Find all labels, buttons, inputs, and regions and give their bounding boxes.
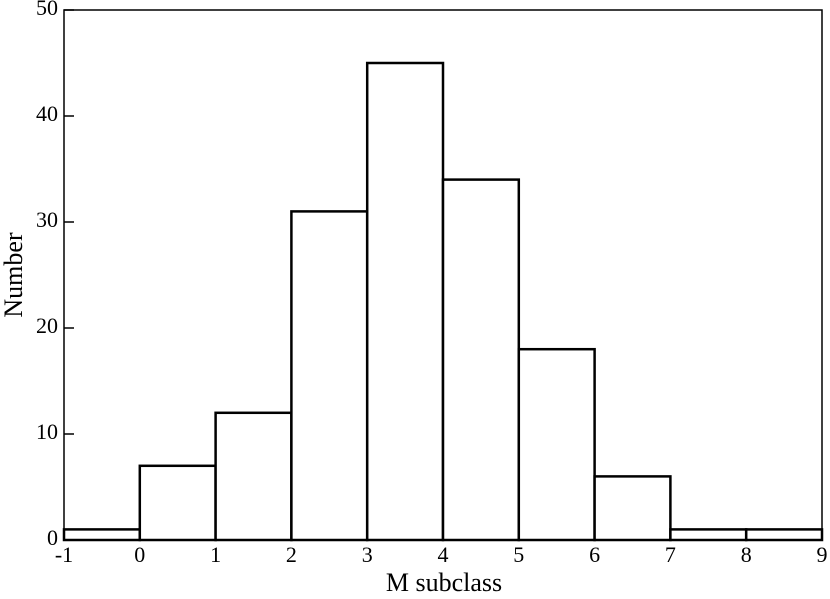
y-tick-label: 10 bbox=[36, 419, 58, 444]
x-tick-label: 5 bbox=[513, 542, 524, 567]
x-tick-label: 7 bbox=[665, 542, 676, 567]
x-tick-label: 4 bbox=[438, 542, 449, 567]
y-tick-label: 40 bbox=[36, 101, 58, 126]
x-tick-label: 0 bbox=[134, 542, 145, 567]
x-tick-label: 3 bbox=[362, 542, 373, 567]
x-tick-label: 1 bbox=[210, 542, 221, 567]
bar bbox=[441, 178, 521, 542]
x-tick-label: 9 bbox=[817, 542, 828, 567]
bar bbox=[669, 528, 748, 542]
bar bbox=[138, 464, 217, 542]
y-axis-label: Number bbox=[0, 232, 28, 318]
bar bbox=[517, 347, 596, 542]
y-tick-label: 50 bbox=[36, 0, 58, 20]
x-tick-label: 2 bbox=[286, 542, 297, 567]
x-tick-label: 8 bbox=[741, 542, 752, 567]
y-tick-label: 30 bbox=[36, 207, 58, 232]
bar bbox=[744, 528, 824, 542]
bar bbox=[365, 61, 445, 542]
x-tick-label: -1 bbox=[55, 542, 73, 567]
bar bbox=[593, 475, 672, 542]
bar bbox=[290, 210, 369, 542]
x-tick-label: 6 bbox=[589, 542, 600, 567]
y-tick-label: 0 bbox=[47, 525, 58, 550]
y-tick-label: 20 bbox=[36, 313, 58, 338]
bar bbox=[62, 528, 142, 542]
bar bbox=[214, 411, 293, 542]
x-axis-label: M subclass bbox=[386, 568, 502, 597]
